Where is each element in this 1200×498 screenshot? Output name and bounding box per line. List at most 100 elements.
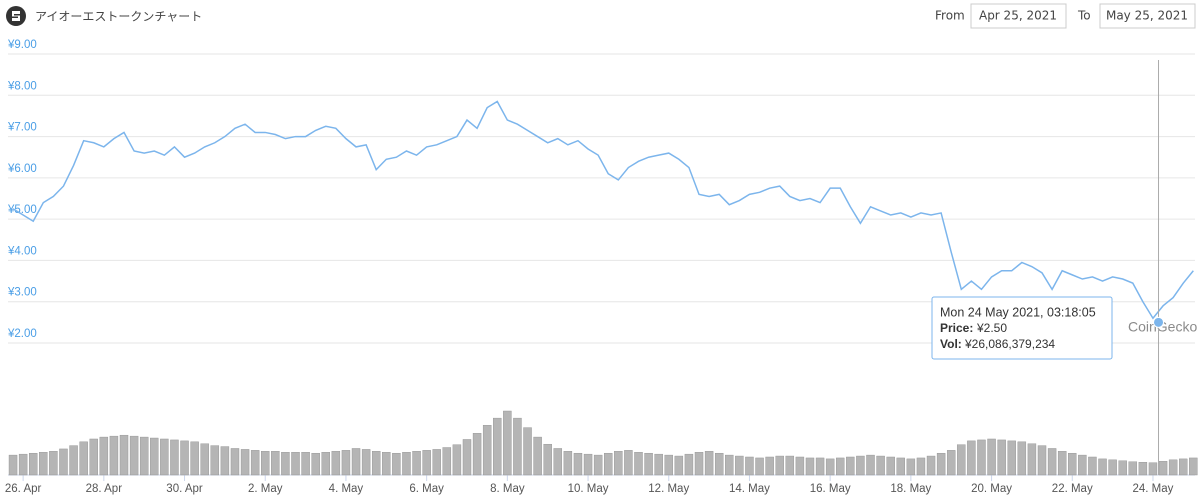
volume-bar <box>1098 458 1107 476</box>
volume-bar <box>129 435 139 476</box>
x-tick-label: 4. May <box>329 483 364 495</box>
volume-bar <box>150 437 159 476</box>
volume-bar <box>957 444 966 476</box>
from-input[interactable] <box>970 3 1067 29</box>
volume-bar <box>1068 452 1077 476</box>
volume-bar <box>1017 441 1027 476</box>
volume-bar <box>472 433 482 476</box>
volume-bar <box>109 435 119 476</box>
volume-bar <box>79 441 88 476</box>
from-date[interactable]: Apr 25, 2021 <box>979 9 1057 23</box>
price-line <box>12 100 1194 320</box>
volume-bar <box>543 443 552 476</box>
volume-bar <box>1168 459 1178 476</box>
volume-bar <box>825 458 835 476</box>
volume-bar <box>482 425 492 476</box>
volume-bar <box>714 452 724 476</box>
tooltip-vol: ¥26,086,379,234 <box>964 337 1055 351</box>
volume-bar <box>614 451 623 476</box>
x-tick-label: 14. May <box>729 483 770 495</box>
volume-bar <box>866 454 875 476</box>
volume-bar <box>331 451 341 476</box>
volume-bar <box>856 455 865 476</box>
volume-bar <box>1189 457 1198 476</box>
volume-bar <box>1057 451 1067 476</box>
volume-bar <box>876 455 885 476</box>
volume-bar <box>371 451 381 476</box>
volume-bar <box>1179 458 1188 476</box>
volume-bar <box>593 454 603 476</box>
tooltip-box <box>931 296 1113 360</box>
volume-bar <box>553 448 563 476</box>
to-date[interactable]: May 25, 2021 <box>1106 9 1188 23</box>
x-tick-label: 6. May <box>409 483 444 495</box>
volume-bar <box>624 450 633 476</box>
volume-bar <box>523 427 532 476</box>
volume-bar <box>382 452 391 476</box>
volume-bar <box>735 455 744 476</box>
volume-bar <box>39 452 48 476</box>
volume-bar <box>49 451 58 476</box>
volume-bar <box>644 452 653 476</box>
volume-bar <box>1158 461 1168 476</box>
volume-bar <box>1007 440 1016 476</box>
volume-bar <box>684 453 694 476</box>
x-tick-label: 30. Apr <box>166 483 203 495</box>
volume-bar <box>674 455 684 476</box>
y-tick-label: ¥7.00 <box>7 122 37 134</box>
volume-bar <box>119 434 129 476</box>
volume-bar <box>271 451 280 476</box>
volume-bar <box>573 452 583 476</box>
y-tick-label: ¥2.00 <box>7 328 37 340</box>
tooltip: Mon 24 May 2021, 03:18:05 Price: ¥2.50 Vol:… <box>931 60 1165 475</box>
volume-bar <box>8 454 18 476</box>
volume-bar <box>341 450 351 476</box>
to-label: To <box>1077 9 1091 23</box>
volume-bar <box>1108 459 1117 476</box>
volume-bar <box>220 446 230 476</box>
volume-bar <box>160 438 169 476</box>
volume-bar <box>200 443 209 476</box>
x-tick-label: 16. May <box>810 483 851 495</box>
y-tick-label: ¥4.00 <box>7 245 37 257</box>
volume-bar <box>361 449 371 476</box>
x-tick-label: 10. May <box>568 483 609 495</box>
volume-bar <box>977 439 986 476</box>
volume-bar <box>1148 462 1158 476</box>
volume-bar <box>412 451 421 476</box>
volume-bar <box>654 453 663 476</box>
volume-bar <box>1138 462 1148 476</box>
volume-bar <box>1037 445 1047 476</box>
volume-bar <box>99 436 109 476</box>
volume-bar <box>1128 461 1138 476</box>
volume-bar <box>190 441 199 476</box>
volume-bar <box>59 448 68 476</box>
x-tick-label: 22. May <box>1052 483 1093 495</box>
volume-bar <box>261 451 270 476</box>
volume-bar <box>139 436 149 476</box>
volume-bar <box>250 450 260 476</box>
volume-bar <box>946 450 956 476</box>
volume-bar <box>291 452 300 476</box>
to-input[interactable] <box>1099 3 1196 29</box>
volume-bar <box>452 444 462 476</box>
volume-bar <box>664 454 673 476</box>
volume-bar <box>745 456 754 476</box>
y-tick-label: ¥5.00 <box>7 204 37 216</box>
volume-bar <box>89 438 98 476</box>
volume-bar <box>916 457 926 476</box>
volume-bar <box>755 457 764 476</box>
volume-bar <box>18 453 28 476</box>
volume-bar <box>765 456 774 476</box>
volume-bar <box>321 452 330 476</box>
volume-bar <box>1027 443 1037 476</box>
volume-bar <box>987 438 996 476</box>
volume-bar <box>836 457 845 476</box>
hover-marker <box>1153 316 1165 328</box>
y-tick-label: ¥9.00 <box>7 39 37 51</box>
volume-bar <box>493 417 502 476</box>
volume-bar <box>442 447 452 476</box>
volume-bar <box>997 439 1006 476</box>
volume-bar <box>886 456 895 476</box>
